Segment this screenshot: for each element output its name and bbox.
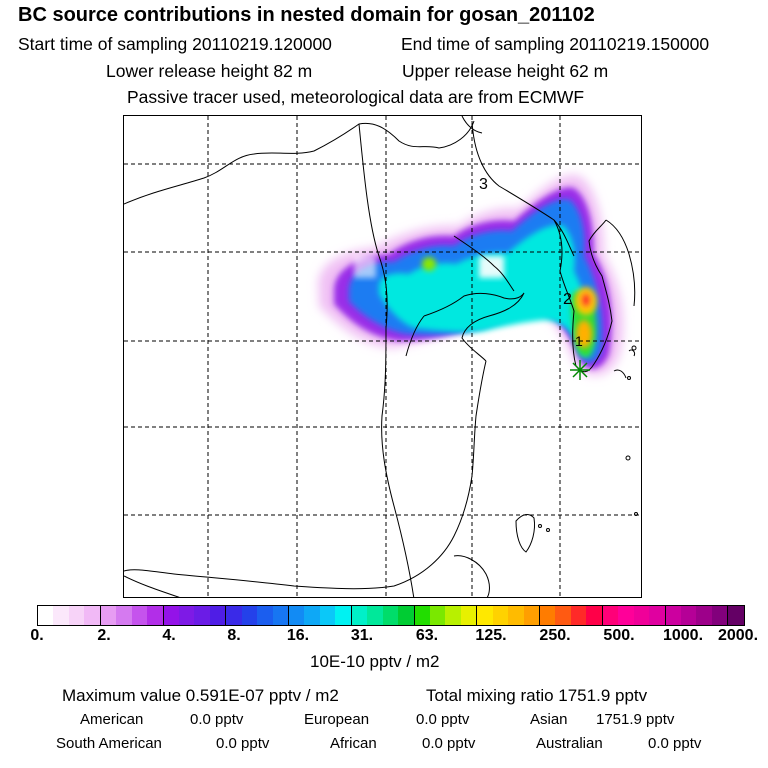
colorbar-tick: 2000. [717,627,759,644]
colorbar-tick: 250. [539,627,571,644]
map-panel: 3 2 1 [123,115,642,598]
colorbar-segment [367,606,383,625]
colorbar-segment [414,606,430,625]
figure-title: BC source contributions in nested domain… [18,4,595,26]
tracer-note: Passive tracer used, meteorological data… [127,87,585,107]
colorbar-segment [398,606,415,625]
map-label-1: 1 [575,333,583,349]
colorbar-segment [477,606,493,625]
colorbar-segment [728,606,744,625]
colorbar-segment [523,606,540,625]
colorbar-segment [226,606,242,625]
value-asian: 1751.9 pptv [596,711,675,728]
sampling-end-time: End time of sampling 20110219.150000 [401,34,710,54]
colorbar-segment [209,606,227,625]
colorbar-segment [84,606,101,625]
colorbar-segment [382,606,399,625]
value-european: 0.0 pptv [416,711,470,728]
colorbar-segment [257,606,273,625]
colorbar-segment [38,606,54,625]
colorbar-segment [540,606,556,625]
colorbar-segment [460,606,478,625]
colorbar-segment [508,606,524,625]
colorbar-segment [680,606,697,625]
plume-cyan [379,224,593,357]
colorbar-segment [147,606,164,625]
colorbar-segment [163,606,179,625]
total-mixing-ratio: Total mixing ratio 1751.9 pptv [426,686,648,705]
colorbar-segment [241,606,258,625]
colorbar-segment [335,606,352,625]
sampling-start-time: Start time of sampling 20110219.120000 [18,34,332,54]
label-asian: Asian [530,711,568,728]
colorbar-segment [68,606,85,625]
colorbar-segment [618,606,634,625]
colorbar-tick: 125. [475,627,507,644]
label-european: European [304,711,370,728]
colorbar-segment [429,606,446,625]
colorbar-tick: 63. [415,627,439,644]
value-american: 0.0 pptv [190,711,244,728]
value-australian: 0.0 pptv [648,735,702,752]
lower-release-height: Lower release height 82 m [106,61,313,81]
colorbar-tick: 31. [350,627,374,644]
max-value: Maximum value 0.591E-07 pptv / m2 [62,686,339,705]
colorbar-segment [289,606,305,625]
receptor-marker [570,360,590,380]
colorbar-tick: 16. [286,627,310,644]
colorbar-segment [445,606,461,625]
label-american: American [80,711,144,728]
upper-release-height: Upper release height 62 m [402,61,609,81]
colorbar-segment [116,606,132,625]
colorbar-segment [696,606,712,625]
colorbar-tick: 500. [603,627,635,644]
colorbar-tick: 1000. [662,627,704,644]
colorbar-segment [178,606,195,625]
label-african: African [330,735,377,752]
colorbar-segment [711,606,729,625]
colorbar-segment [272,606,289,625]
colorbar-segment [304,606,320,625]
coastlines [124,116,636,597]
colorbar-unit-label: 10E-10 pptv / m2 [310,652,440,671]
label-south-american: South American [56,735,162,752]
colorbar-segment [194,606,210,625]
colorbar-segment [100,606,117,625]
colorbar-segment [53,606,69,625]
colorbar-tick: 4. [162,627,176,644]
map-label-2: 2 [563,291,572,308]
colorbar-segment [492,606,509,625]
colorbar-segment [665,606,681,625]
colorbar-tick: 8. [227,627,241,644]
colorbar-segment [649,606,666,625]
colorbar-segment [351,606,368,625]
lat-lon-grid [124,116,641,597]
value-african: 0.0 pptv [422,735,476,752]
colorbar-segment [319,606,336,625]
colorbar-tick: 2. [97,627,111,644]
colorbar-segment [131,606,148,625]
colorbar-tick: 0. [30,627,44,644]
colorbar-segment [570,606,587,625]
map-canvas: 3 2 1 [124,116,641,597]
label-australian: Australian [536,735,603,752]
colorbar-segment [586,606,603,625]
colorbar [37,605,745,626]
map-label-3: 3 [479,176,488,193]
islands [538,345,638,532]
colorbar-segment [602,606,619,625]
colorbar-segment [633,606,650,625]
colorbar-segment [555,606,571,625]
value-south-american: 0.0 pptv [216,735,270,752]
